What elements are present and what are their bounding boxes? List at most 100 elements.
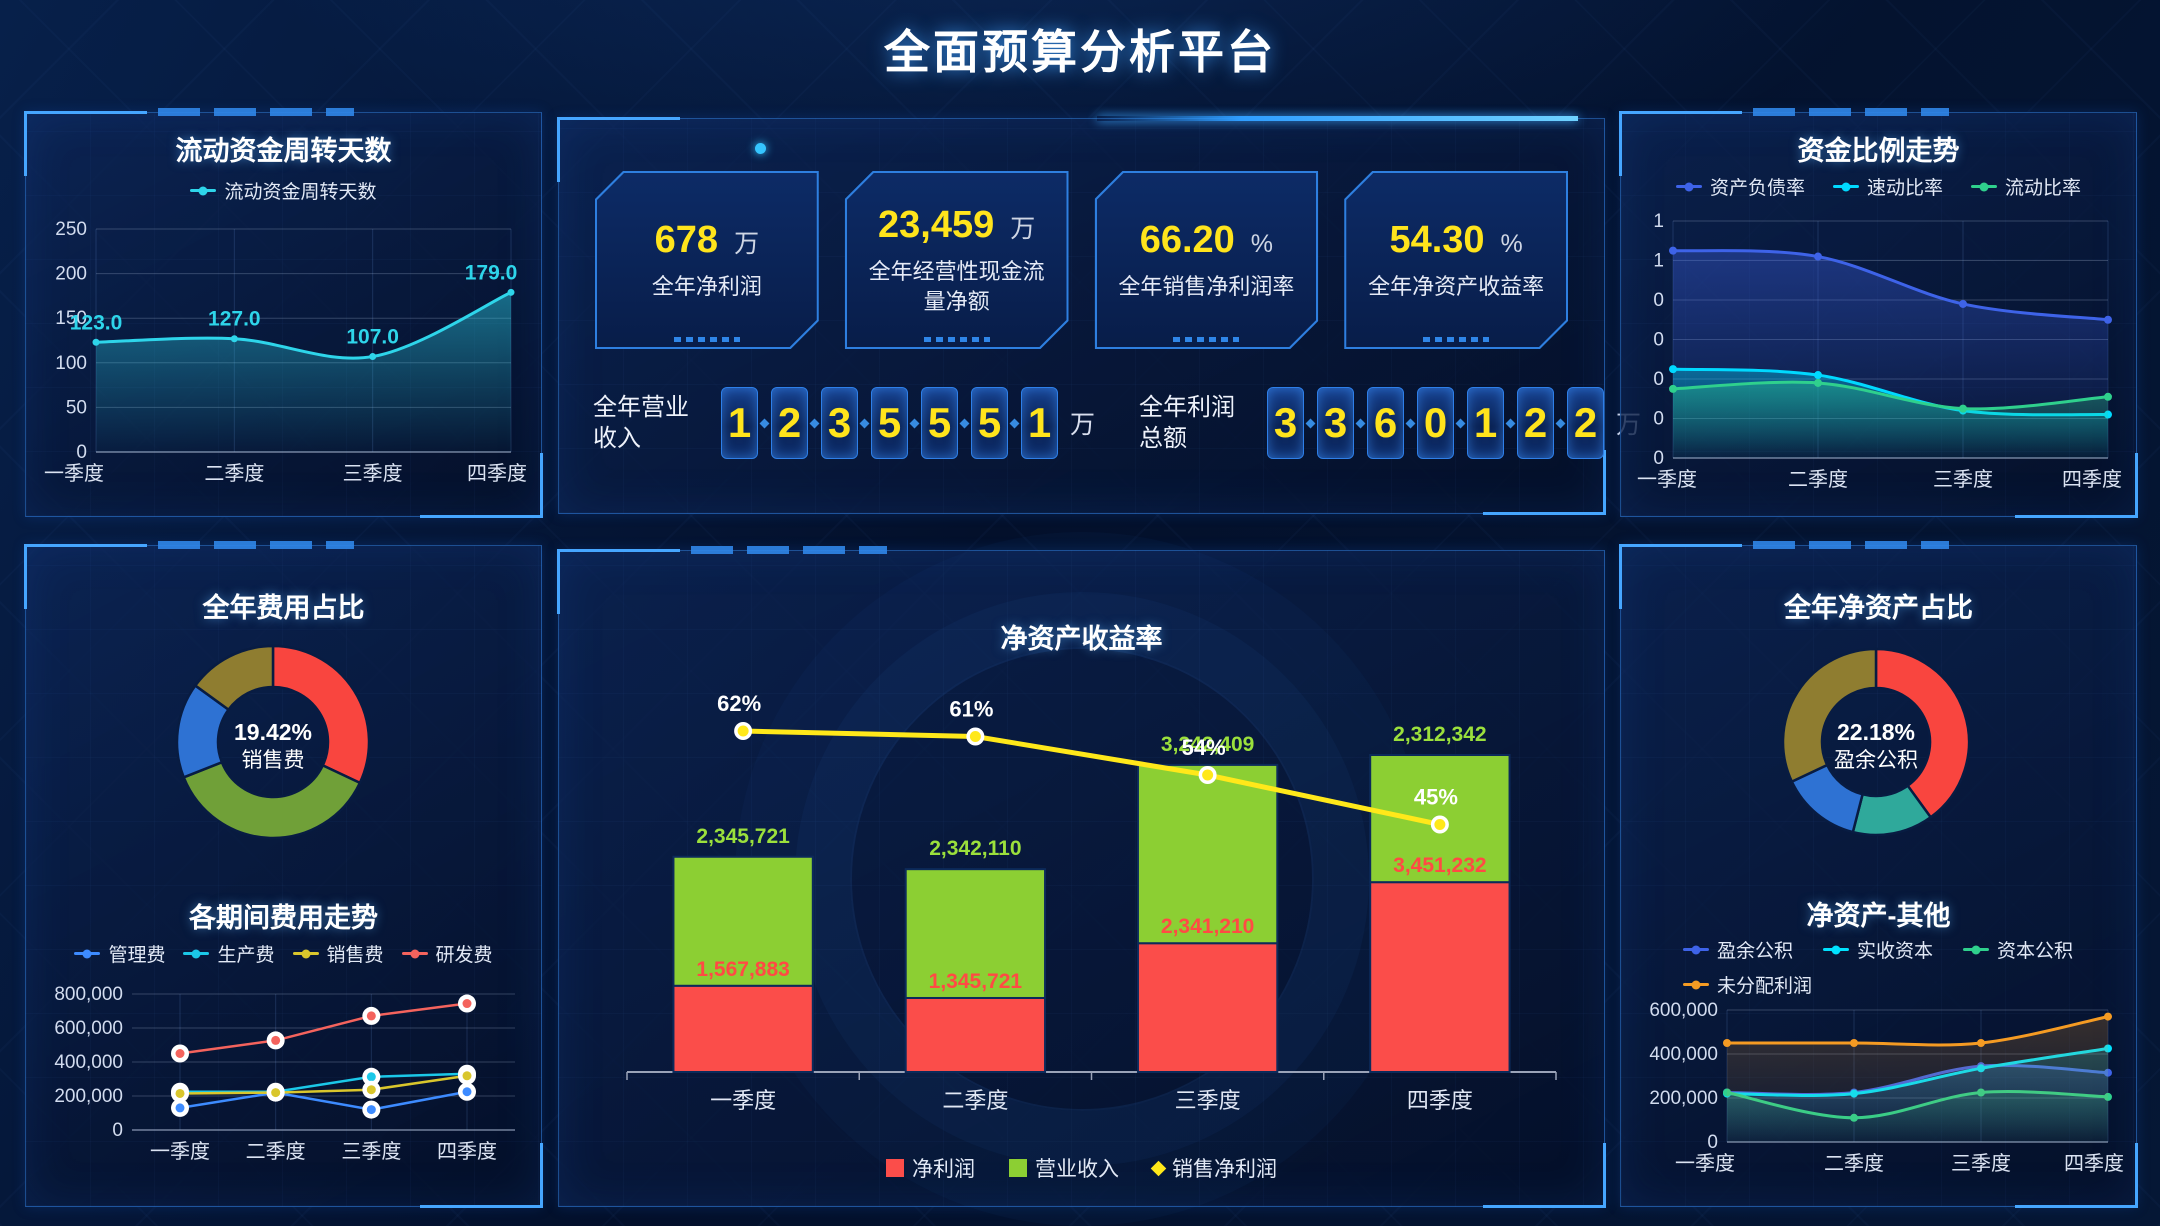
chart-title-roe: 净资产收益率: [1000, 624, 1163, 654]
legend-swatch: [886, 1159, 904, 1177]
counter-digit: 2: [1567, 387, 1605, 459]
digit-separator-icon: [859, 418, 870, 428]
digit-separator-icon: [809, 418, 820, 428]
expense-share-donut[interactable]: 19.42% 销售费: [26, 630, 541, 862]
kpi-label: 全年净利润: [651, 273, 762, 299]
digit-separator-icon: [1455, 418, 1466, 428]
legend-item[interactable]: 未分配利润: [1683, 971, 1812, 998]
legend-item[interactable]: 营业收入: [1009, 1153, 1119, 1183]
svg-text:二季度: 二季度: [1824, 1152, 1884, 1175]
legend-item[interactable]: 实收资本: [1823, 936, 1933, 963]
legend-item[interactable]: 速动比率: [1832, 173, 1943, 200]
roe-chart[interactable]: 1,567,883 2,345,721 一季度 1,345,721 2,342,110 二…: [579, 659, 1584, 1127]
legend-label: 资本公积: [1997, 941, 2074, 962]
panel-fund-ratio-trend: 资金比例走势 资产负债率 速动比率 流动比率 0 0 0 0 0 1 1 一季度 二季度 三季度 四季度: [1619, 108, 2138, 518]
legend-item[interactable]: 资本公积: [1963, 936, 2073, 963]
svg-text:二季度: 二季度: [246, 1140, 306, 1163]
legend-item[interactable]: 流动资金周转天数: [190, 177, 377, 204]
legend-line-dot-icon: [1963, 945, 1990, 954]
svg-text:45%: 45%: [1414, 785, 1458, 810]
chart-title-net-asset-other: 净资产-其他: [1806, 901, 1951, 931]
legend-item[interactable]: 管理费: [74, 940, 165, 967]
svg-text:一季度: 一季度: [1675, 1152, 1735, 1175]
legend-item[interactable]: 流动比率: [1971, 173, 2081, 200]
svg-text:一季度: 一季度: [150, 1140, 210, 1163]
chart-title-expense-trend: 各期间费用走势: [189, 903, 378, 933]
digit-separator-icon: [1505, 418, 1516, 428]
svg-text:800,000: 800,000: [54, 984, 123, 1005]
counter-label: 全年营业收入: [593, 393, 689, 452]
legend-item[interactable]: 生产费: [183, 940, 275, 967]
svg-text:二季度: 二季度: [942, 1088, 1008, 1113]
legend-diamond-icon: [1150, 1160, 1167, 1176]
svg-text:600,000: 600,000: [1649, 1000, 1718, 1021]
svg-text:200: 200: [55, 264, 87, 285]
svg-text:盈余公积: 盈余公积: [1834, 749, 1918, 772]
digit-separator-icon: [1355, 418, 1366, 428]
svg-text:54%: 54%: [1182, 735, 1226, 760]
expense-trend-legend: 管理费 生产费 销售费 研发费: [26, 940, 541, 967]
legend-item[interactable]: 研发费: [401, 940, 493, 967]
counter-label: 全年利润总额: [1139, 393, 1236, 452]
notch-decoration: [158, 108, 354, 116]
svg-text:0: 0: [1707, 1132, 1718, 1153]
digit-separator-icon: [1555, 418, 1566, 428]
digit-separator-icon: [759, 418, 770, 428]
expense-trend-chart[interactable]: 0 200,000 400,000 600,000 800,000 一季度 二季度 三季度 四季…: [36, 984, 531, 1174]
svg-text:三季度: 三季度: [1933, 468, 1993, 491]
svg-text:250: 250: [55, 219, 87, 240]
fund-ratio-chart[interactable]: 0 0 0 0 0 1 1 一季度 二季度 三季度 四季度: [1633, 205, 2124, 504]
legend-line-dot-icon: [190, 186, 217, 195]
legend-line-dot-icon: [292, 949, 319, 958]
legend-item[interactable]: 净利润: [886, 1153, 975, 1183]
legend-label: 销售净利润: [1172, 1158, 1277, 1181]
legend-line-dot-icon: [74, 949, 101, 958]
legend-label: 流动比率: [2005, 178, 2082, 199]
net-asset-other-legend: 盈余公积 实收资本 资本公积未分配利润: [1621, 936, 2136, 998]
panel-net-assets: 全年净资产占比 22.18% 盈余公积 净资产-其他 盈余公积 实收资本 资本公积 未分…: [1619, 541, 2138, 1208]
legend-item[interactable]: 盈余公积: [1683, 936, 1793, 963]
legend-line-dot-icon: [183, 949, 210, 958]
svg-text:150: 150: [55, 308, 87, 329]
fund-ratio-legend: 资产负债率 速动比率 流动比率: [1621, 173, 2136, 200]
legend-label: 速动比率: [1866, 178, 1943, 199]
panel-working-capital-days: 流动资金周转天数 流动资金周转天数 0 50 100 150 200 250 一季度 二季度 三…: [24, 108, 543, 518]
legend-item[interactable]: 销售费: [292, 940, 384, 967]
kpi-label: 全年销售净利润率: [1118, 273, 1295, 299]
digit-separator-icon: [1305, 418, 1316, 428]
svg-text:1: 1: [1653, 211, 1664, 232]
legend-label: 净利润: [912, 1158, 975, 1181]
svg-text:二季度: 二季度: [1788, 468, 1848, 491]
svg-text:3,242,409: 3,242,409: [1161, 733, 1254, 756]
svg-text:127.0: 127.0: [208, 308, 261, 331]
legend-line-dot-icon: [1832, 182, 1859, 191]
kpi-unit: %: [1500, 229, 1523, 258]
svg-text:600,000: 600,000: [54, 1018, 123, 1039]
svg-text:19.42%: 19.42%: [234, 719, 312, 745]
net-asset-share-donut[interactable]: 22.18% 盈余公积: [1621, 630, 2136, 862]
working-capital-legend: 流动资金周转天数: [26, 177, 541, 204]
svg-text:1,567,883: 1,567,883: [696, 958, 789, 981]
net-asset-other-chart[interactable]: 0 200,000 400,000 600,000 一季度 二季度 三季度 四季度: [1631, 998, 2126, 1180]
kpi-label: 全年经营性现金流量净额: [868, 258, 1045, 314]
svg-text:0: 0: [112, 1120, 123, 1141]
digit-separator-icon: [959, 418, 970, 428]
working-capital-chart[interactable]: 0 50 100 150 200 250 一季度 二季度 三季度 四季度 123.0 127.0 107…: [38, 209, 529, 502]
legend-label: 未分配利润: [1717, 976, 1813, 997]
svg-text:二季度: 二季度: [204, 462, 264, 485]
svg-text:2,345,721: 2,345,721: [696, 825, 790, 848]
glow-dot-decoration: [755, 143, 766, 154]
legend-item[interactable]: 销售净利润: [1150, 1153, 1277, 1183]
chart-title-expense-share: 全年费用占比: [202, 593, 365, 623]
counter-digit: 2: [1517, 387, 1555, 459]
legend-item[interactable]: 资产负债率: [1675, 173, 1805, 200]
kpi-card-row: 678 万 全年净利润 23,459 万 全年经营性现金流量净额 66.20% 全年…: [595, 171, 1568, 349]
counter-digit: 1: [721, 387, 758, 459]
panel-kpi-summary: 678 万 全年净利润 23,459 万 全年经营性现金流量净额 66.20% 全年…: [557, 116, 1641, 515]
corner-decoration: [557, 549, 680, 614]
legend-label: 盈余公积: [1717, 941, 1794, 962]
svg-text:400,000: 400,000: [54, 1052, 123, 1073]
